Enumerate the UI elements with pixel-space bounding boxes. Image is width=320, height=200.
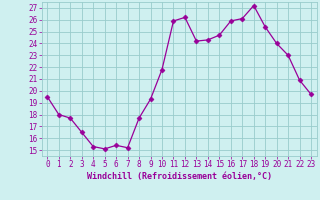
X-axis label: Windchill (Refroidissement éolien,°C): Windchill (Refroidissement éolien,°C) [87, 172, 272, 181]
